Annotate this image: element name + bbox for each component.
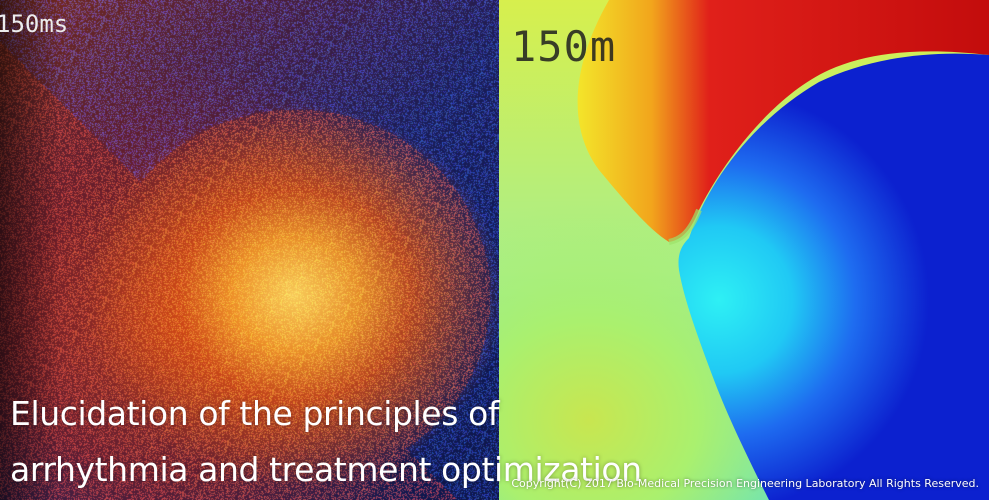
red-isochrone-region (577, 0, 989, 242)
activation-map-graphic (577, 0, 989, 500)
caption-line-2: arrhythmia and treatment optimization (10, 450, 642, 489)
activation-map-image: 150m (499, 0, 989, 500)
copyright-notice: Copyright(C) 2017 Bio-Medical Precision … (511, 477, 979, 490)
left-time-label: 150ms (0, 10, 69, 38)
hero-caption: Elucidation of the principles of arrhyth… (10, 386, 642, 498)
caption-line-1: Elucidation of the principles of (10, 394, 500, 433)
left-edge-shade (0, 0, 499, 500)
blue-isochrone-region (678, 53, 989, 500)
optical-mapping-image: 150ms (0, 0, 499, 500)
wavefront-edge (668, 208, 702, 245)
right-time-label: 150m (511, 22, 617, 71)
